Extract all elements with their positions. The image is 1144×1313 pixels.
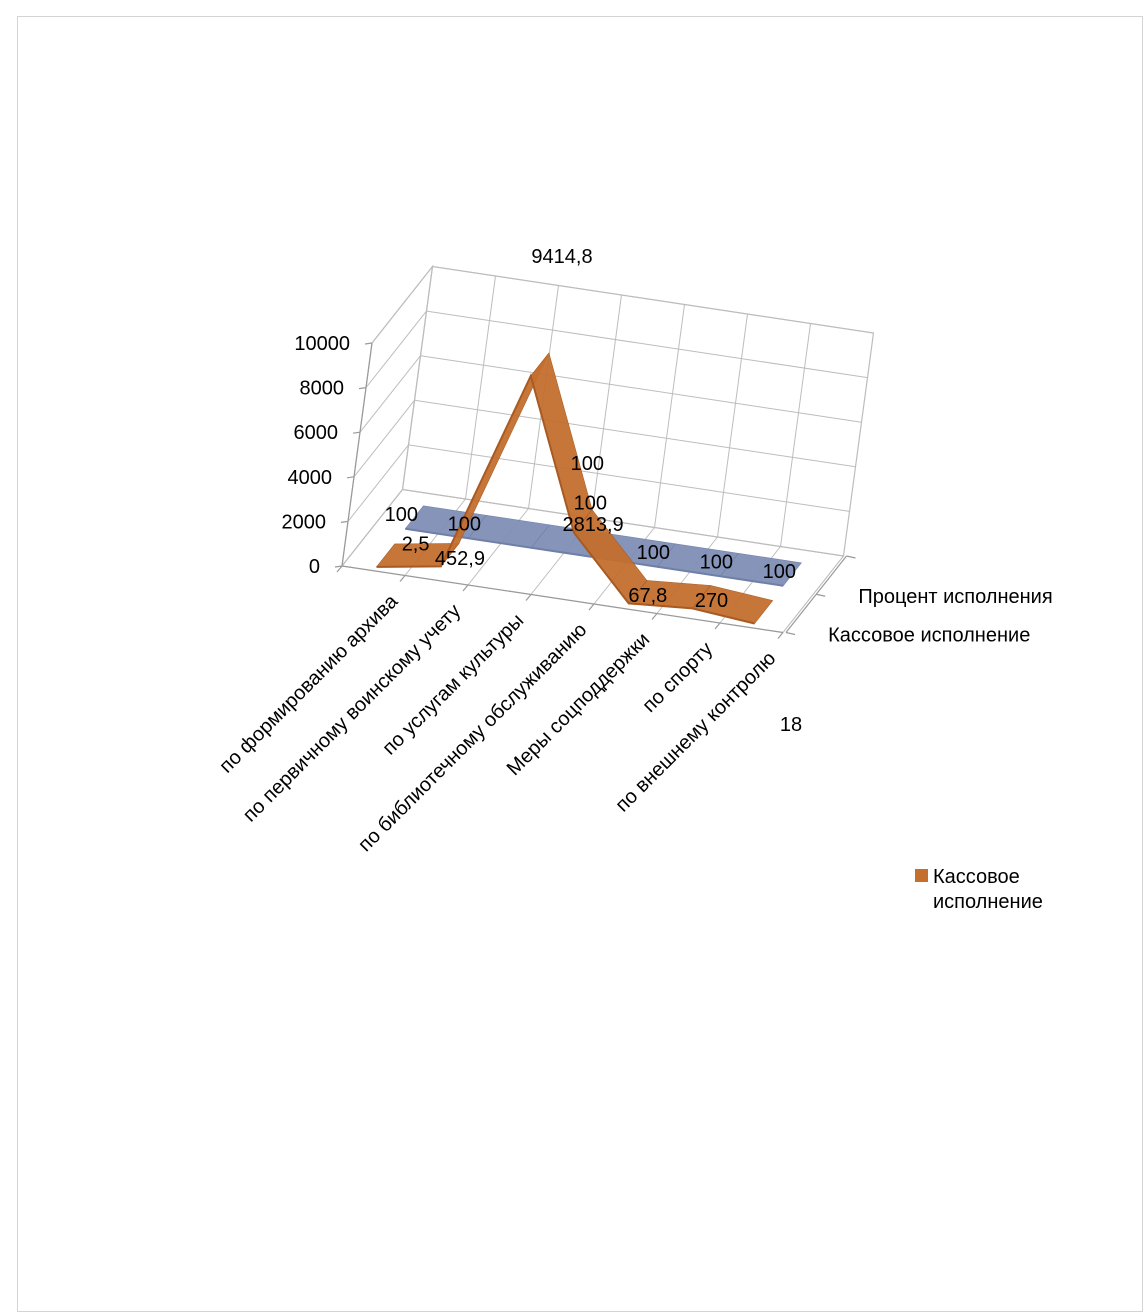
category-axis-tick [777,632,784,639]
value-axis-tick-label: 2000 [282,511,327,533]
data-label-series-0: 100 [571,453,604,475]
value-axis-tick [358,387,367,390]
gridline-back [408,444,850,512]
category-axis-label: Меры соцподдержки [503,629,655,781]
category-axis-tick [588,603,595,611]
value-axis-tick-label: 8000 [300,378,345,400]
gridline-vertical [717,313,748,538]
value-axis-tick-label: 4000 [288,467,333,489]
category-axis-tick [336,565,343,573]
category-axis-tick [714,622,721,630]
data-label-series-0: 100 [763,561,796,583]
gridline-side [359,355,421,433]
category-axis-label: по услугам культуры [378,610,528,760]
value-axis-tick [334,565,343,568]
gridline-side [365,310,427,388]
gridline-back [432,266,874,334]
depth-axis-tick [846,555,856,559]
gridline-back [414,399,856,468]
category-axis-label: по спорту [638,638,717,717]
gridline-side [347,444,409,522]
value-axis-tick-label: 0 [309,556,320,578]
value-axis-tick [352,431,361,434]
legend-label-line: Кассовое [933,866,1020,888]
gridline-vertical [465,275,496,500]
value-axis-tick-label: 6000 [294,422,339,444]
data-label-series-1: 270 [695,590,728,612]
data-label-series-1: 2,5 [402,533,430,555]
depth-axis-tick [785,631,796,636]
data-label-series-0: 100 [637,542,670,564]
value-axis-tick [364,342,373,345]
value-axis-tick-label: 10000 [294,333,350,355]
chart-series [375,352,802,625]
category-axis-line [341,565,784,634]
data-label-series-1: 67,8 [628,585,667,607]
legend-label: Кассовое исполнение [933,866,1043,913]
gridline-back [420,355,862,423]
legend-label-line: исполнение [933,891,1043,913]
depth-axis-tick [816,593,826,597]
gridline-side [341,489,403,567]
category-axis-tick [525,594,532,601]
series-line-1 [376,373,755,625]
category-axis-tick [462,584,469,592]
data-label-series-0: 100 [700,552,733,574]
data-label-series-1: 18 [780,714,802,736]
data-label-series-0: 100 [385,504,418,526]
data-label-series-0: 100 [448,514,481,536]
gridline-side [371,266,433,344]
gridline-vertical [780,323,811,547]
value-axis-tick [346,476,355,479]
depth-axis-label: Процент исполнения [858,586,1052,608]
gridline-back [426,310,868,379]
legend-swatch [915,869,928,882]
legend: Кассовое исполнение [915,866,1043,913]
gridline-floor [782,555,844,633]
gridline-vertical [654,304,685,528]
data-label-series-1: 2813,9 [562,514,623,536]
category-axis-tick [651,613,658,620]
chart-area: 0 2000 4000 6000 8000 10000 по формированию ар… [17,16,1143,1312]
value-axis-line [341,342,373,567]
data-label-series-0: 100 [574,493,607,515]
gridline-vertical [591,294,622,519]
gridline-side [353,399,415,478]
depth-axis-label: Кассовое исполнение [828,624,1030,646]
category-axis-tick [399,575,406,582]
data-label-series-1: 9414,8 [531,246,592,268]
data-label-series-1: 452,9 [435,548,485,570]
value-axis-tick [340,520,349,523]
